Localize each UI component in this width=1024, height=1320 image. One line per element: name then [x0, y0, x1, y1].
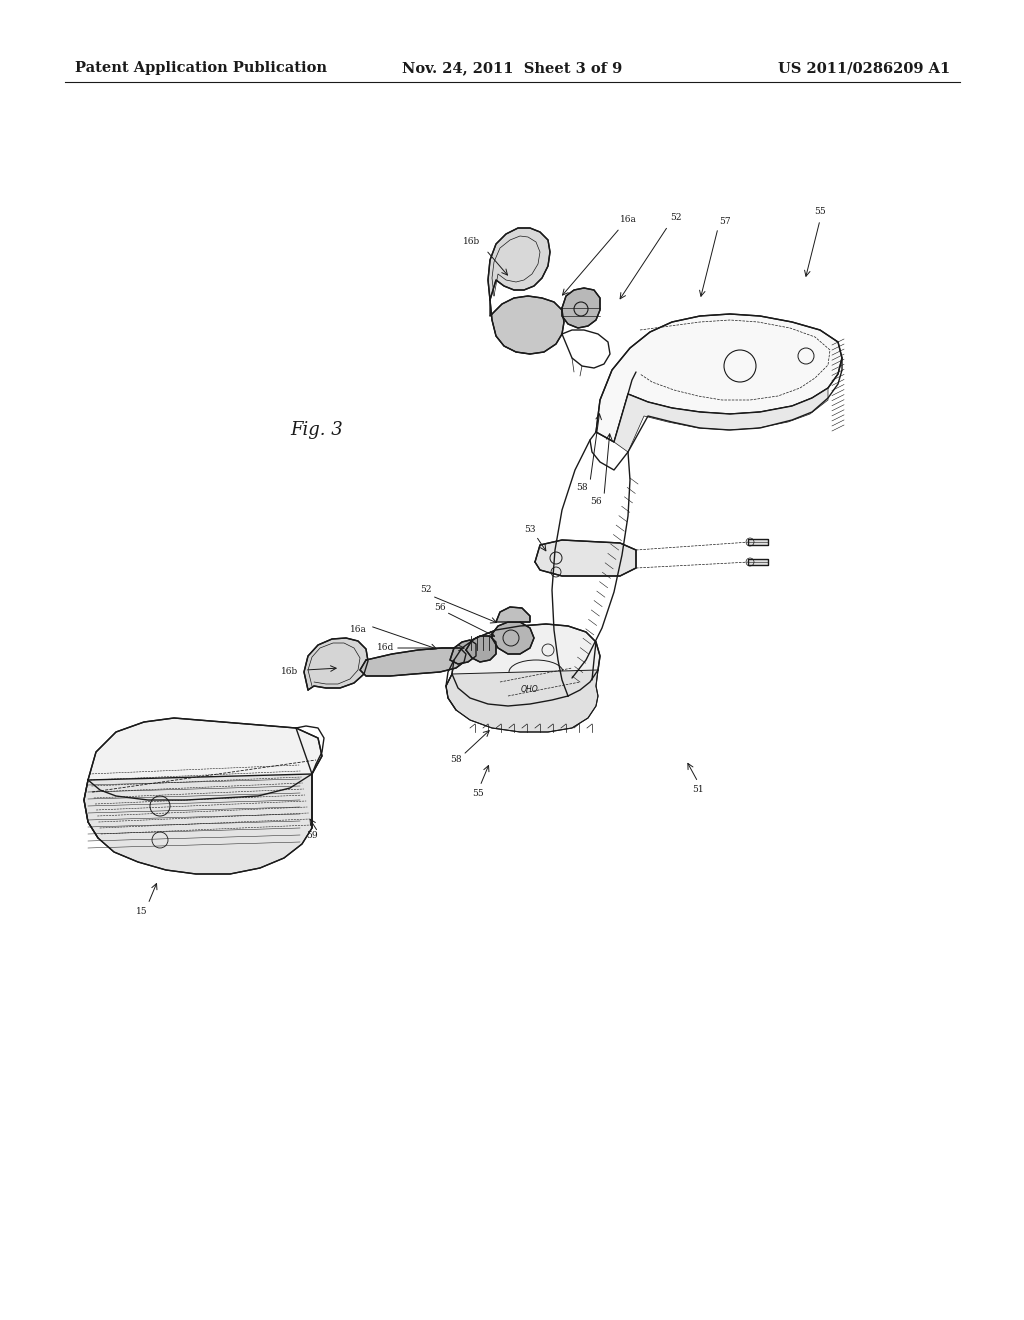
Polygon shape — [492, 622, 534, 653]
Polygon shape — [88, 718, 322, 800]
Polygon shape — [488, 228, 550, 300]
Polygon shape — [452, 624, 600, 706]
Text: Nov. 24, 2011  Sheet 3 of 9: Nov. 24, 2011 Sheet 3 of 9 — [401, 61, 623, 75]
Polygon shape — [596, 314, 842, 442]
Polygon shape — [490, 296, 564, 354]
Text: 59: 59 — [306, 832, 317, 841]
Text: 16a: 16a — [349, 626, 367, 635]
Text: 58: 58 — [451, 755, 462, 764]
Text: 16b: 16b — [282, 668, 299, 676]
Polygon shape — [360, 648, 466, 676]
Text: 55: 55 — [472, 789, 484, 799]
Polygon shape — [446, 671, 598, 733]
Text: OHO: OHO — [521, 685, 539, 694]
Text: 53: 53 — [524, 525, 536, 535]
Text: Fig. 3: Fig. 3 — [290, 421, 343, 440]
Text: US 2011/0286209 A1: US 2011/0286209 A1 — [778, 61, 950, 75]
Polygon shape — [562, 288, 600, 327]
Text: Patent Application Publication: Patent Application Publication — [75, 61, 327, 75]
Text: 58: 58 — [577, 483, 588, 492]
Text: 57: 57 — [719, 218, 731, 227]
Text: 16d: 16d — [378, 644, 394, 652]
Text: 56: 56 — [590, 498, 602, 507]
Polygon shape — [535, 540, 636, 576]
Text: 51: 51 — [692, 785, 703, 795]
Text: 56: 56 — [434, 603, 445, 612]
Polygon shape — [614, 388, 828, 451]
Text: 15: 15 — [136, 908, 147, 916]
Polygon shape — [748, 558, 768, 565]
Text: 16a: 16a — [620, 215, 637, 224]
Text: 52: 52 — [671, 214, 682, 223]
Polygon shape — [450, 640, 476, 664]
Polygon shape — [304, 638, 368, 690]
Polygon shape — [466, 636, 496, 663]
Text: 16b: 16b — [464, 238, 480, 247]
Text: 52: 52 — [420, 586, 432, 594]
Text: 55: 55 — [814, 207, 826, 216]
Polygon shape — [748, 539, 768, 545]
Polygon shape — [496, 607, 530, 622]
Polygon shape — [84, 774, 312, 874]
